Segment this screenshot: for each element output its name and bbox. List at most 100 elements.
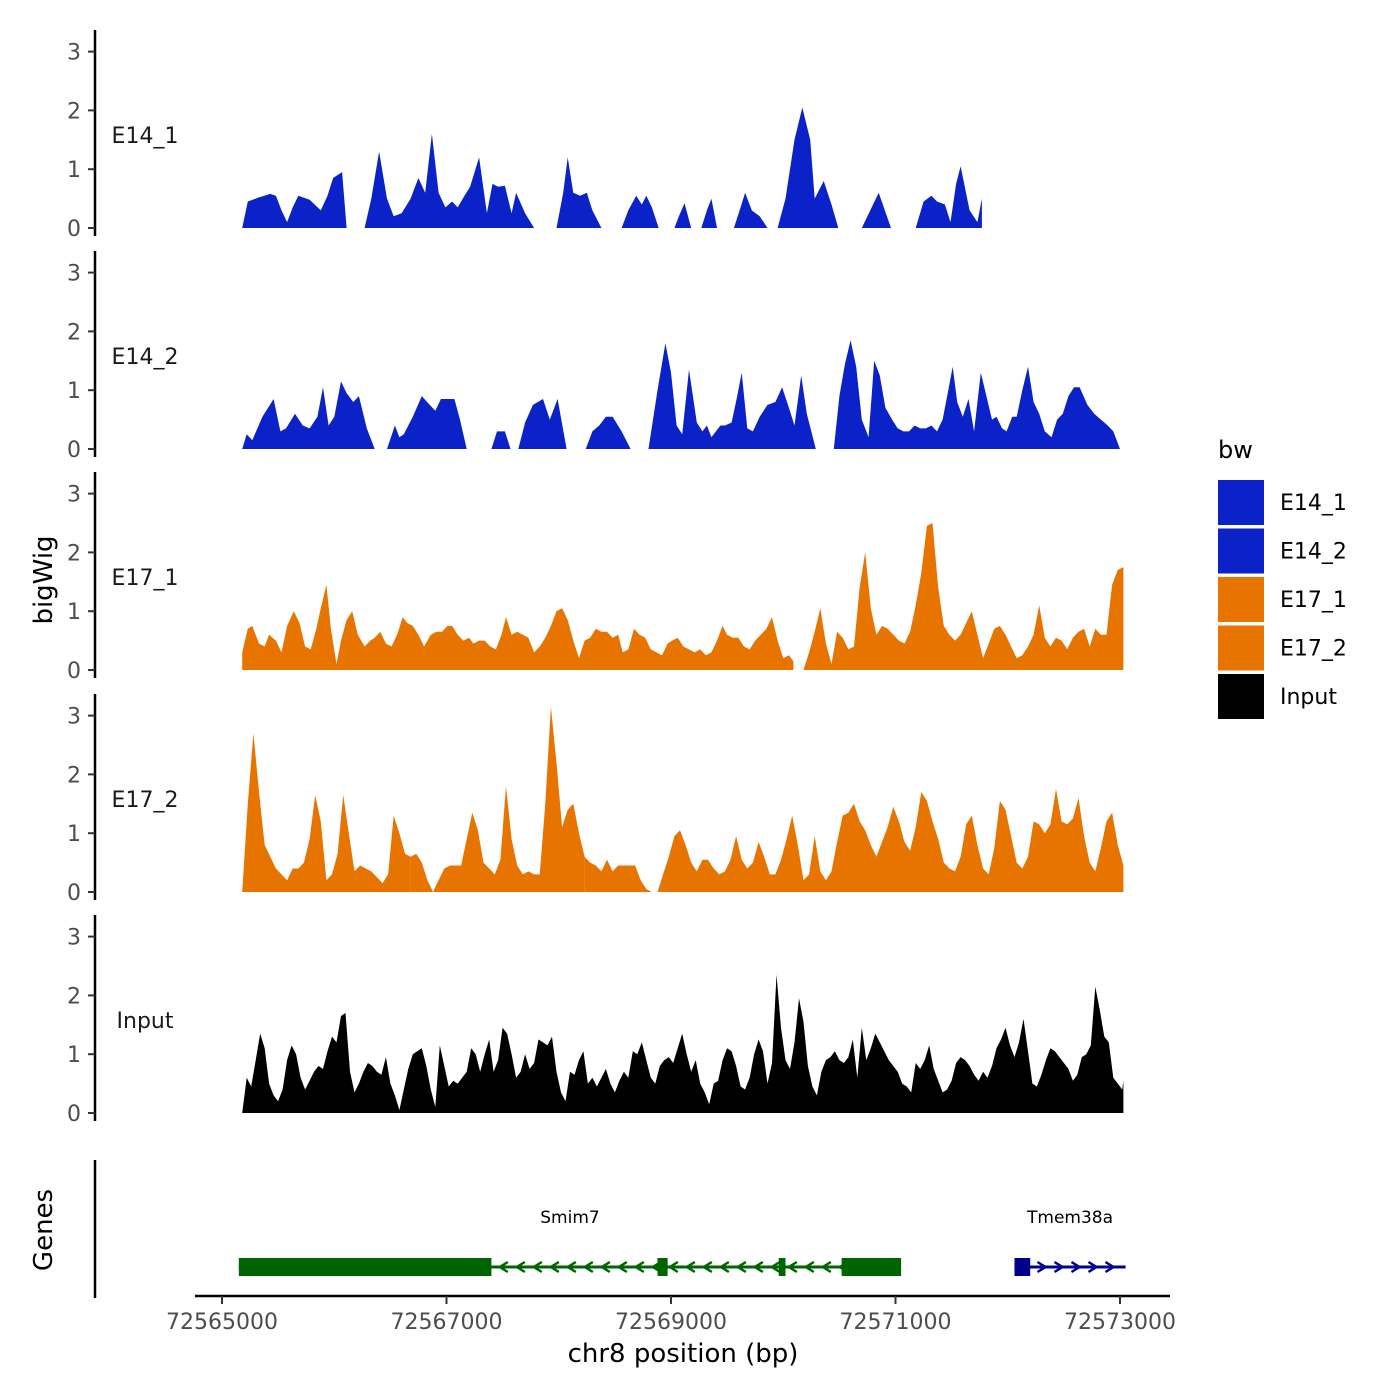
track-E17_1: 0 1 2 3 E17_1 [67,472,1124,684]
legend-label-E14_1: E14_1 [1280,491,1347,516]
x-axis: 72565000 72567000 72569000 72571000 72573000 [166,1294,1176,1335]
track-label-E14_1: E14_1 [112,124,179,149]
strand-arrow-Smim7 [752,1260,764,1274]
area-E14_1-0 [242,172,347,228]
y-axis-label: bigWig [29,535,59,624]
strand-arrow-Smim7 [803,1260,815,1274]
x-axis-label: chr8 position (bp) [568,1339,799,1369]
area-E14_2-6 [833,340,1120,449]
area-E14_1-3 [621,195,659,228]
strand-arrow-Smim7 [531,1260,543,1274]
strand-arrow-Smim7 [599,1260,611,1274]
y-tick-label-E14_1-3: 3 [67,41,81,66]
gene-label-Smim7: Smim7 [540,1208,599,1228]
area-E14_2-2 [491,431,511,449]
track-E14_2: 0 1 2 3 E14_2 [67,251,1120,463]
area-E14_1-4 [674,203,692,228]
strand-arrow-Smim7 [548,1260,560,1274]
area-E14_1-8 [861,192,891,228]
strand-arrow-Tmem38a [1036,1260,1048,1274]
area-E14_1-5 [701,198,717,228]
strand-arrow-Smim7 [735,1260,747,1274]
legend-label-Input: Input [1280,685,1337,710]
y-tick-label-Input-3: 3 [67,926,81,951]
area-Input-0 [242,974,1124,1113]
gene-Tmem38a: Tmem38a [1014,1208,1126,1276]
y-tick-label-E17_2-0: 0 [67,881,81,906]
area-E14_2-0 [242,381,375,449]
gene-track: Smim7 Tmem38a [93,1160,1126,1298]
y-tick-label-E17_2-2: 2 [67,763,81,788]
strand-arrow-Tmem38a [1070,1260,1082,1274]
strand-arrow-Tmem38a [1104,1260,1116,1274]
exon-Smim7-1 [657,1258,668,1276]
x-tick-label-72565000: 72565000 [166,1310,278,1335]
area-E14_2-1 [387,396,467,449]
strand-arrow-Smim7 [514,1260,526,1274]
legend-swatch-E14_1 [1218,480,1264,525]
strand-arrow-Smim7 [701,1260,713,1274]
x-tick-label-72571000: 72571000 [840,1310,952,1335]
area-E14_1-6 [733,192,768,228]
strand-arrow-Smim7 [582,1260,594,1274]
strand-arrow-Tmem38a [1087,1260,1099,1274]
strand-arrow-Smim7 [786,1260,798,1274]
y-tick-label-E14_2-3: 3 [67,262,81,287]
y-tick-label-Input-1: 1 [67,1043,81,1068]
legend-label-E17_2: E17_2 [1280,637,1347,662]
exon-Tmem38a-0 [1014,1258,1031,1276]
strand-arrow-Smim7 [565,1260,577,1274]
y-tick-label-E17_1-0: 0 [67,659,81,684]
signal-tracks: 0 1 2 3 E14_1 0 1 2 3 E14_2 0 1 2 3 E17_1 0 1 2 3 E17_2 0 1 2 3… [67,30,1124,1127]
exon-Smim7-3 [841,1258,902,1276]
legend-label-E17_1: E17_1 [1280,588,1347,613]
exon-Smim7-2 [778,1258,786,1276]
area-E17_1-1 [803,523,1124,670]
y-tick-label-E14_1-1: 1 [67,158,81,183]
area-E17_2-1 [410,706,585,892]
track-E17_2: 0 1 2 3 E17_2 [67,694,1124,906]
x-tick-label-72567000: 72567000 [391,1310,503,1335]
exon-Smim7-0 [238,1258,492,1276]
strand-arrow-Smim7 [718,1260,730,1274]
legend-swatch-E14_2 [1218,528,1264,574]
y-tick-label-E17_2-1: 1 [67,822,81,847]
track-label-E14_2: E14_2 [112,345,179,370]
gene-label-Tmem38a: Tmem38a [1026,1208,1113,1228]
strand-arrow-Smim7 [820,1260,832,1274]
track-E14_1: 0 1 2 3 E14_1 [67,30,982,242]
strand-arrow-Smim7 [769,1260,781,1274]
y-tick-label-E14_2-1: 1 [67,379,81,404]
area-E17_2-2 [584,856,652,892]
y-tick-label-E14_1-2: 2 [67,99,81,124]
track-label-E17_1: E17_1 [112,566,179,591]
y-tick-label-E14_2-0: 0 [67,438,81,463]
strand-arrow-Smim7 [616,1260,628,1274]
area-E14_1-7 [777,107,839,228]
area-E14_2-4 [585,416,631,449]
area-E14_1-1 [364,133,535,228]
legend-label-E14_2: E14_2 [1280,540,1347,565]
x-tick-label-72569000: 72569000 [615,1310,727,1335]
area-E17_1-0 [242,584,794,670]
strand-arrow-Smim7 [497,1260,509,1274]
area-E14_2-5 [648,343,816,449]
y-tick-label-Input-0: 0 [67,1102,81,1127]
track-Input: 0 1 2 3 Input [67,915,1124,1127]
y-tick-label-E17_1-3: 3 [67,483,81,508]
strand-arrow-Smim7 [633,1260,645,1274]
y-tick-label-Input-2: 2 [67,984,81,1009]
legend-swatch-E17_2 [1218,625,1264,671]
y-tick-label-E14_1-0: 0 [67,217,81,242]
area-E14_2-3 [518,399,567,449]
area-E17_2-3 [657,789,1124,892]
y-tick-label-E17_1-1: 1 [67,600,81,625]
strand-arrow-Smim7 [667,1260,679,1274]
legend: bw E14_1 E14_2 E17_1 E17_2 Input [1218,436,1347,719]
genes-axis-label: Genes [29,1189,59,1271]
y-tick-label-E14_2-2: 2 [67,320,81,345]
area-E14_1-9 [915,166,982,228]
gene-Smim7: Smim7 [238,1208,902,1276]
area-E14_1-2 [556,157,602,228]
